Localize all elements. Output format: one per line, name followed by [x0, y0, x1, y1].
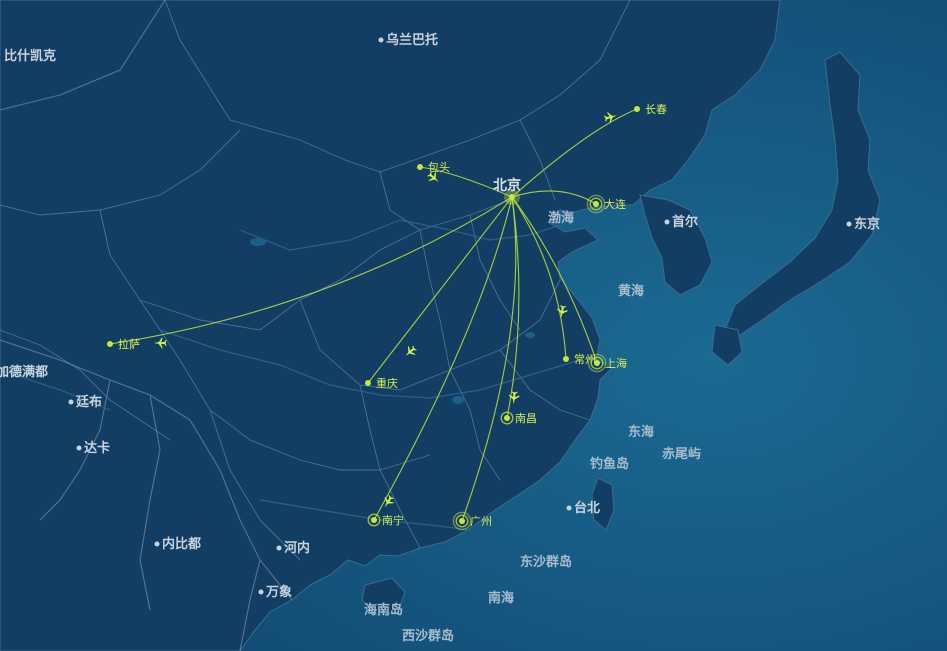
city-label: 南昌 — [515, 412, 537, 425]
city-label: 长春 — [645, 103, 667, 116]
base-label: 万象 — [265, 584, 292, 600]
base-dot — [154, 541, 160, 547]
route-line — [511, 108, 638, 198]
city-label: 重庆 — [376, 376, 398, 390]
hub-dot — [509, 194, 515, 200]
city-dot — [459, 518, 465, 524]
base-dot — [258, 589, 264, 595]
city-ring — [500, 411, 514, 425]
city-dot — [563, 356, 569, 362]
city-ring — [452, 511, 472, 531]
city-ring — [455, 514, 469, 528]
base-dot — [846, 221, 852, 227]
korea-peninsula — [639, 194, 713, 296]
flight-routes — [109, 108, 638, 522]
route-line — [109, 196, 513, 345]
sea-label: 黄海 — [618, 283, 644, 299]
japan-kyushu — [711, 324, 743, 366]
sea-label: 西沙群岛 — [402, 628, 454, 644]
city-ring — [586, 194, 606, 214]
base-label: 首尔 — [672, 214, 698, 230]
sea-label: 南海 — [488, 590, 514, 606]
sea-label: 东沙群岛 — [520, 554, 572, 570]
route-line — [511, 196, 567, 360]
city-label: 上海 — [605, 356, 627, 370]
city-dot — [417, 164, 423, 170]
hub-label: 北京 — [493, 177, 521, 194]
base-label: 廷布 — [75, 394, 102, 410]
city-ring — [367, 513, 381, 527]
base-label: 东京 — [854, 216, 880, 232]
city-dot — [107, 341, 113, 347]
base-label: 乌兰巴托 — [386, 32, 438, 48]
origin-hub: 北京 — [493, 177, 521, 205]
base-dot — [378, 37, 384, 43]
city-dot — [365, 380, 371, 386]
base-label: 比什凯克 — [4, 48, 56, 64]
route-line — [461, 196, 517, 522]
base-label: 河内 — [284, 540, 310, 556]
route-line — [419, 166, 513, 198]
base-dot — [276, 545, 282, 551]
base-dot — [68, 399, 74, 405]
mainland-landmass — [0, 0, 781, 651]
city-label: 包头 — [428, 161, 450, 174]
lakes — [250, 238, 535, 404]
base-dot — [76, 445, 82, 451]
base-label: 达卡 — [84, 440, 110, 456]
city-ring — [589, 197, 603, 211]
city-label: 大连 — [604, 197, 626, 211]
base-label: 加德满都 — [0, 364, 48, 380]
city-dot — [371, 517, 377, 523]
city-label: 广州 — [470, 515, 492, 528]
route-line — [506, 196, 520, 419]
city-dot — [504, 415, 510, 421]
hainan-island — [361, 577, 406, 616]
city-dot — [594, 360, 600, 366]
city-dot — [593, 201, 599, 207]
sea-label: 海南岛 — [364, 602, 403, 618]
base-label: 内比都 — [162, 536, 201, 552]
city-ring — [587, 353, 607, 373]
japan-islands — [724, 51, 881, 336]
city-dot — [634, 106, 640, 112]
base-label: 台北 — [574, 500, 600, 516]
route-line — [511, 196, 598, 364]
base-dot — [664, 219, 670, 225]
city-ring — [590, 356, 604, 370]
sea-label: 东海 — [628, 424, 654, 440]
sea-label: 渤海 — [548, 210, 574, 226]
city-label: 拉萨 — [118, 337, 140, 351]
route-line — [373, 196, 513, 521]
sea-label: 赤尾屿 — [662, 446, 701, 462]
sea-label: 钓鱼岛 — [590, 456, 629, 472]
taiwan-island — [591, 477, 615, 531]
country-borders — [0, 0, 293, 651]
city-label: 常州 — [574, 353, 596, 366]
route-line — [367, 196, 513, 384]
city-label: 南宁 — [382, 513, 404, 527]
base-dot — [566, 505, 572, 511]
